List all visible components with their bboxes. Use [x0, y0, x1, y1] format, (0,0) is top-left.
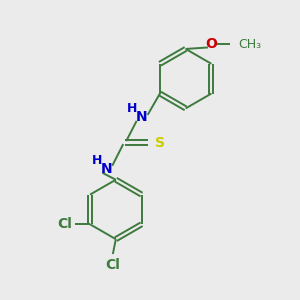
Text: H: H — [92, 154, 102, 167]
Text: S: S — [155, 136, 165, 150]
Text: N: N — [135, 110, 147, 124]
Text: O: O — [205, 38, 217, 52]
Text: H: H — [126, 103, 137, 116]
Text: Cl: Cl — [57, 217, 72, 231]
Text: CH₃: CH₃ — [238, 38, 261, 51]
Text: N: N — [101, 162, 113, 176]
Text: Cl: Cl — [105, 258, 120, 272]
